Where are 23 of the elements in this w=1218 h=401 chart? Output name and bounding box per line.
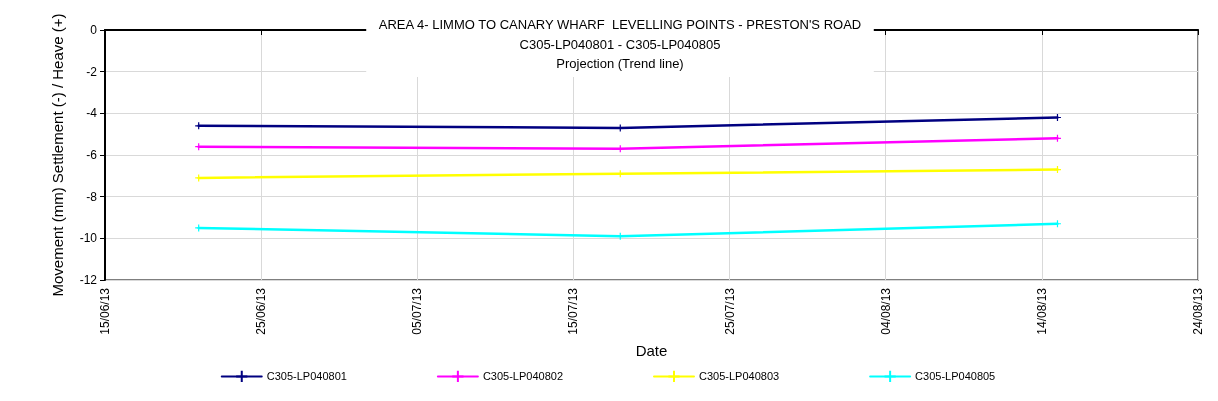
x-tick-label: 25/06/13	[254, 287, 269, 335]
y-tick-label: -4	[86, 106, 98, 121]
legend-label: C305-LP040802	[482, 370, 563, 383]
x-tick-label: 24/08/13	[1191, 287, 1205, 335]
x-tick-label: 15/06/13	[98, 287, 112, 335]
y-tick-label: -12	[79, 273, 98, 287]
text: C305-LP040801 - C305-LP040805 Projection (Trend line)	[519, 37, 721, 71]
y-tick-label: -2	[86, 64, 98, 79]
x-tick-label: 25/07/13	[722, 287, 737, 335]
y-tick-label: -10	[79, 231, 98, 246]
x-axis-title: Date	[635, 341, 668, 359]
legend-label: C305-LP040801	[266, 370, 347, 383]
legend-label: C305-LP040805	[915, 370, 996, 383]
x-tick-label: 05/07/13	[410, 287, 425, 335]
x-tick-label: 04/08/13	[878, 287, 893, 335]
y-tick-label: -8	[86, 189, 98, 204]
y-tick-label: 0	[90, 23, 98, 37]
y-tick-label: -6	[86, 148, 98, 162]
chart-title: AREA 4- LIMMO TO CANARY WHARF LEVELLING POINTS - PRESTON'S ROAD	[378, 17, 862, 32]
legend-label: C305-LP040803	[699, 370, 780, 383]
x-tick-label: 15/07/13	[566, 287, 581, 335]
x-tick-label: 14/08/13	[1034, 287, 1049, 335]
y-axis-title: Movement (mm) Settlement (-) / Heave (+)	[49, 13, 66, 297]
